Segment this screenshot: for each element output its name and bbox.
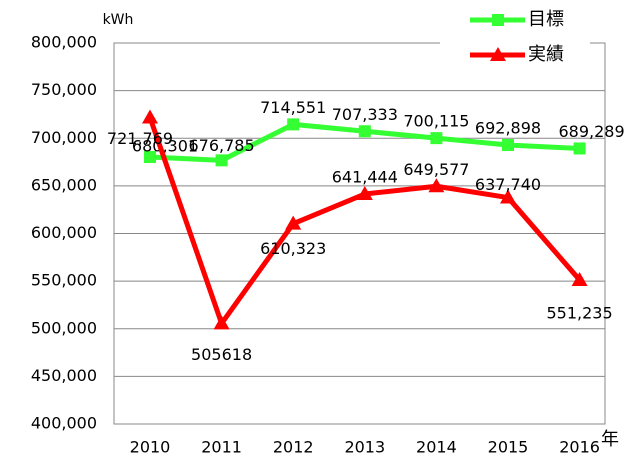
data-label: 680,301 [132, 137, 198, 156]
marker [573, 142, 586, 155]
y-tick-label: 650,000 [31, 175, 97, 194]
legend-marker [490, 47, 506, 61]
y-tick-label: 700,000 [31, 128, 97, 147]
data-label: 610,323 [260, 239, 326, 258]
data-label: 676,785 [189, 136, 255, 155]
marker [428, 178, 445, 193]
legend-label: 実績 [528, 44, 564, 65]
data-label: 637,740 [475, 175, 541, 194]
data-label: 707,333 [332, 105, 398, 124]
marker [500, 189, 516, 204]
data-label: 641,444 [332, 168, 398, 187]
y-tick-label: 500,000 [31, 318, 97, 337]
x-tick-label: 2013 [344, 438, 385, 457]
data-label: 721,769 [107, 129, 173, 148]
marker [358, 125, 371, 138]
marker [144, 151, 156, 164]
x-tick-label: 2014 [416, 438, 457, 457]
marker [287, 118, 300, 131]
data-label: 700,115 [403, 112, 469, 131]
y-tick-label: 600,000 [31, 223, 97, 242]
marker [430, 132, 443, 145]
legend-box [440, 2, 590, 74]
marker [213, 315, 230, 330]
x-tick-label: 2010 [130, 438, 171, 457]
y-axis-label: kWh [103, 12, 134, 28]
data-label: 714,551 [260, 98, 326, 117]
data-label: 649,577 [403, 160, 469, 179]
legend-marker [492, 14, 504, 26]
x-tick-label: 2011 [201, 438, 242, 457]
x-axis-label: 年 [601, 429, 619, 450]
marker [285, 215, 302, 230]
legend-label: 目標 [528, 9, 564, 30]
marker [142, 109, 158, 124]
marker [356, 186, 373, 201]
data-label: 505618 [191, 345, 252, 364]
x-tick-label: 2012 [273, 438, 314, 457]
data-label: 692,898 [475, 119, 541, 138]
x-tick-label: 2015 [488, 438, 529, 457]
data-label: 551,235 [547, 303, 613, 322]
marker [215, 154, 228, 167]
y-tick-label: 400,000 [31, 414, 97, 433]
data-label: 689,289 [559, 122, 625, 141]
y-tick-label: 550,000 [31, 271, 97, 290]
y-tick-label: 750,000 [31, 80, 97, 99]
plot-frame [113, 42, 606, 425]
x-tick-label: 2016 [559, 438, 600, 457]
marker [502, 139, 514, 152]
marker [571, 271, 588, 286]
y-tick-label: 800,000 [31, 33, 97, 52]
y-tick-label: 450,000 [31, 366, 97, 385]
